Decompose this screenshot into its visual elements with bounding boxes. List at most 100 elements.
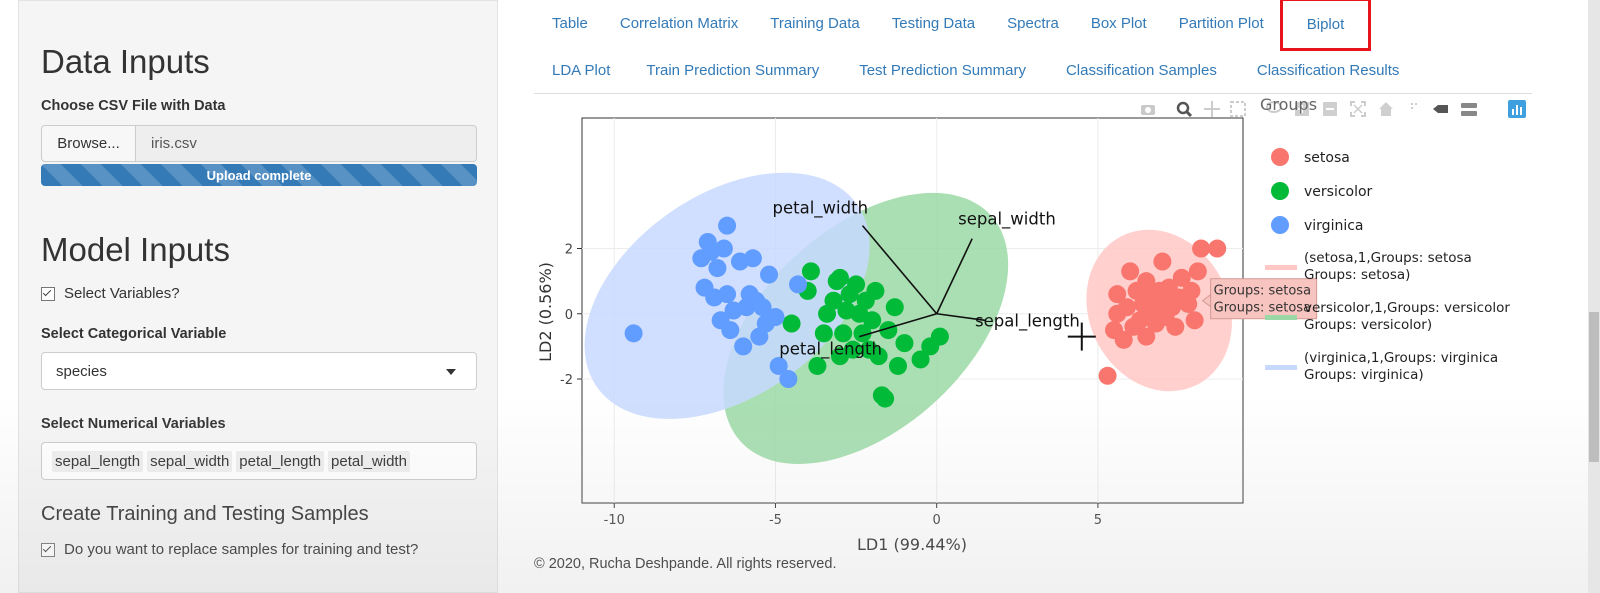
box-select-icon[interactable] — [1230, 101, 1246, 117]
tooltip-line: Groups: setosa — [1214, 284, 1311, 299]
replace-samples-checkbox[interactable] — [41, 542, 55, 557]
arrow-label-petal_length: petal_length — [779, 340, 882, 360]
select-variables-row: Select Variables? — [41, 285, 180, 302]
csv-file-label: Choose CSV File with Data — [41, 98, 226, 114]
browse-button[interactable]: Browse... — [41, 125, 136, 162]
point-virginica — [769, 356, 788, 375]
variable-tag[interactable]: sepal_width — [147, 450, 233, 472]
pan-icon[interactable] — [1204, 101, 1220, 117]
point-setosa — [1172, 268, 1191, 287]
hover-tooltip: Groups: setosa Groups: setosa — [1201, 278, 1318, 320]
plotly-logo-icon[interactable] — [1508, 100, 1526, 118]
point-versicolor — [808, 356, 827, 375]
y-tick-label: 2 — [565, 243, 573, 258]
tab-classification-samples[interactable]: Classification Samples — [1065, 61, 1217, 79]
point-versicolor — [895, 334, 914, 353]
legend-title: Groups — [1260, 95, 1317, 114]
point-versicolor — [876, 389, 895, 408]
point-setosa — [1130, 311, 1149, 330]
tab-partition-plot[interactable]: Partition Plot — [1178, 14, 1264, 32]
x-axis-label: LD1 (99.44%) — [857, 535, 967, 554]
crosshair-cursor — [1067, 322, 1096, 351]
zoom-in-icon[interactable] — [1295, 102, 1309, 116]
point-virginica — [721, 321, 740, 340]
autoscale-icon[interactable] — [1350, 101, 1366, 117]
tab-box-plot[interactable]: Box Plot — [1090, 14, 1147, 32]
file-name-field[interactable]: iris.csv — [136, 125, 477, 162]
caret-down-icon — [446, 369, 456, 375]
point-versicolor — [888, 356, 907, 375]
samples-title: Create Training and Testing Samples — [41, 503, 369, 525]
zoom-icon[interactable] — [1176, 101, 1193, 118]
point-virginica — [718, 216, 737, 235]
tab-biplot[interactable]: Biplot — [1279, 0, 1372, 51]
point-virginica — [789, 275, 808, 294]
point-versicolor — [879, 321, 898, 340]
page-scrollbar[interactable] — [1588, 0, 1600, 593]
upload-status-text: Upload complete — [206, 167, 312, 183]
point-setosa — [1117, 298, 1136, 317]
tab-spectra[interactable]: Spectra — [1007, 14, 1059, 32]
point-versicolor — [847, 275, 866, 294]
select-variables-checkbox[interactable] — [41, 286, 55, 301]
zoom-out-icon[interactable] — [1323, 102, 1337, 116]
replace-samples-row: Do you want to replace samples for train… — [41, 541, 418, 558]
plot-modebar — [1141, 100, 1526, 118]
numerical-variables-label: Select Numerical Variables — [41, 416, 226, 432]
point-virginica — [714, 239, 733, 258]
spike-lines-icon[interactable] — [1411, 103, 1417, 109]
point-versicolor — [824, 291, 843, 310]
reset-icon[interactable] — [1379, 102, 1393, 116]
lasso-icon[interactable] — [1266, 101, 1282, 113]
tooltip-box — [1210, 278, 1318, 320]
tab-lda-plot[interactable]: LDA Plot — [552, 61, 611, 79]
scatter-points — [624, 216, 1227, 408]
tooltip-line: Groups: setosa — [1214, 301, 1311, 316]
legend-swatch-ellipse — [1265, 365, 1297, 370]
hover-compare-icon[interactable] — [1461, 103, 1477, 116]
tab-classification-results[interactable]: Classification Results — [1256, 61, 1400, 79]
point-setosa — [1192, 239, 1211, 258]
biplot-chart[interactable]: petal_width sepal_width sepal_length petal_… — [534, 94, 1584, 564]
numerical-variables-select[interactable]: sepal_length sepal_width petal_length pe… — [41, 442, 477, 480]
tab-testing-data[interactable]: Testing Data — [891, 14, 976, 32]
point-versicolor — [843, 340, 862, 359]
point-setosa — [1182, 281, 1201, 300]
point-setosa — [1208, 239, 1227, 258]
tabs-row-2: LDA Plot Train Prediction Summary Test P… — [536, 50, 1419, 90]
camera-icon[interactable] — [1141, 105, 1155, 115]
point-setosa — [1188, 262, 1207, 281]
plot-legend: Groups setosa versicolor virginica (setosa,1… — [1260, 95, 1510, 383]
hover-closest-icon[interactable] — [1433, 105, 1448, 113]
legend-marker-setosa — [1271, 148, 1289, 166]
legend-ellipse-label: (virginica,1,Groups: virginica — [1304, 350, 1498, 366]
tab-training-data[interactable]: Training Data — [770, 14, 860, 32]
point-versicolor — [853, 324, 872, 343]
legend-swatch-ellipse — [1265, 315, 1297, 320]
page-scrollbar-thumb[interactable] — [1589, 312, 1599, 462]
upload-progress-bar: Upload complete — [41, 164, 477, 186]
point-setosa — [1137, 272, 1156, 291]
sidebar-panel: Data Inputs Choose CSV File with Data Br… — [18, 0, 498, 593]
select-variables-label: Select Variables? — [64, 285, 180, 302]
variable-tag[interactable]: sepal_length — [52, 450, 144, 472]
copyright-footer: © 2020, Rucha Deshpande. All rights rese… — [534, 556, 837, 572]
tab-test-prediction-summary[interactable]: Test Prediction Summary — [859, 61, 1026, 79]
variable-tag[interactable]: petal_length — [236, 450, 325, 472]
point-versicolor — [911, 350, 930, 369]
tab-table[interactable]: Table — [552, 14, 588, 32]
arrow-label-sepal_length: sepal_length — [975, 311, 1080, 331]
variable-tag[interactable]: petal_width — [328, 450, 410, 472]
legend-marker-versicolor — [1271, 182, 1289, 200]
point-versicolor — [782, 314, 801, 333]
legend-label-setosa: setosa — [1304, 150, 1350, 166]
legend-label-versicolor: versicolor — [1304, 184, 1373, 200]
tab-train-prediction-summary[interactable]: Train Prediction Summary — [646, 61, 820, 79]
legend-ellipse-label: (setosa,1,Groups: setosa — [1304, 250, 1472, 266]
categorical-variable-select[interactable]: species — [41, 352, 477, 390]
arrow-label-sepal_width: sepal_width — [958, 210, 1056, 230]
point-setosa — [1153, 252, 1172, 271]
tab-correlation-matrix[interactable]: Correlation Matrix — [619, 14, 739, 32]
point-setosa — [1121, 262, 1140, 281]
arrow-label-petal_width: petal_width — [773, 199, 869, 219]
